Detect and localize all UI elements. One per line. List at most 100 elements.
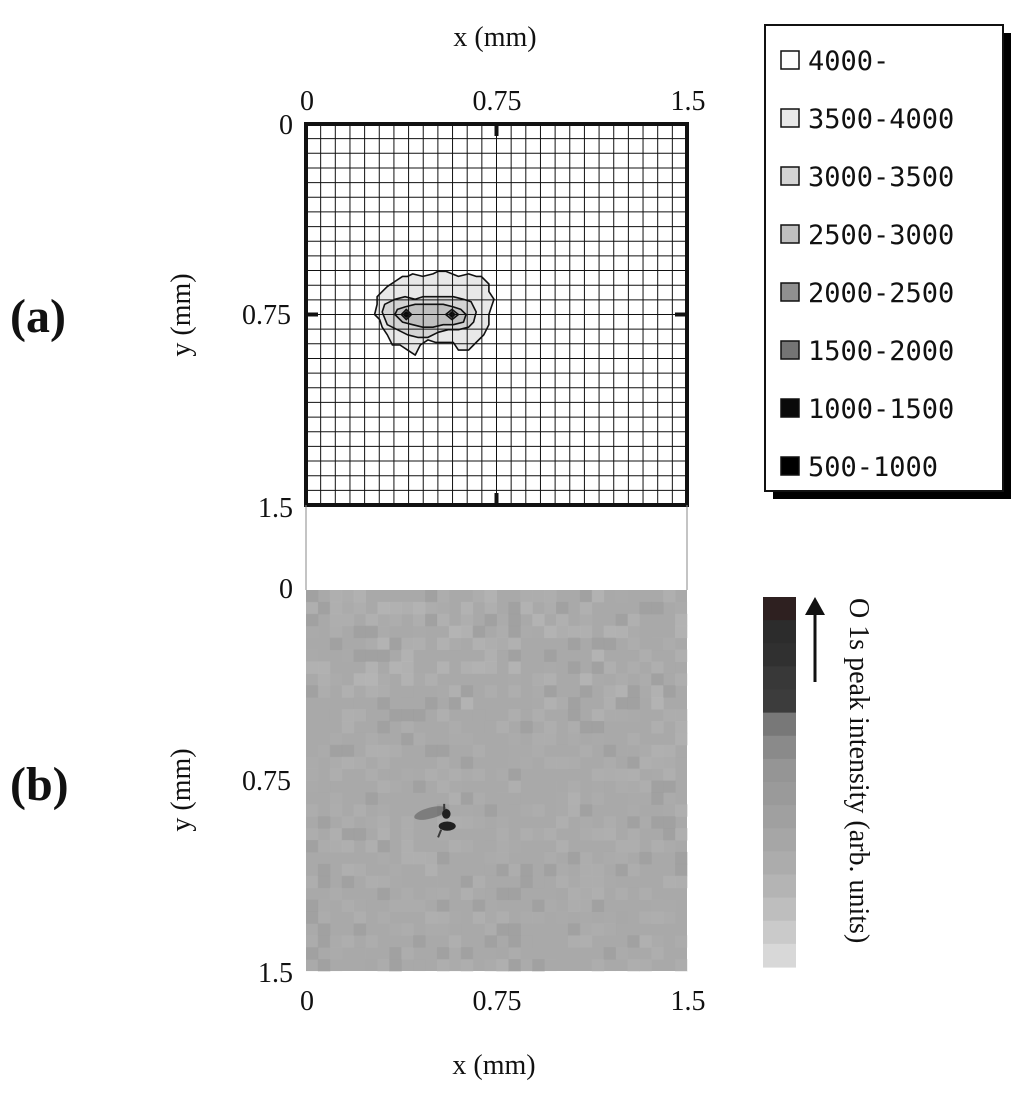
texture-cell [401, 720, 414, 734]
texture-cell [603, 875, 617, 889]
texture-cell [401, 601, 414, 615]
texture-cell [579, 613, 593, 627]
texture-cell [413, 601, 426, 615]
texture-cell [460, 816, 474, 829]
texture-cell [615, 840, 628, 853]
texture-cell [508, 732, 521, 746]
texture-cell [579, 804, 593, 817]
texture-cell [448, 780, 462, 793]
texture-cell [639, 816, 652, 829]
texture-cell [520, 744, 533, 758]
texture-cell [579, 851, 593, 865]
texture-cell [377, 935, 389, 947]
texture-cell [353, 935, 367, 948]
texture-cell [508, 780, 521, 793]
texture-cell [484, 625, 497, 639]
texture-cell [413, 899, 426, 912]
texture-cell [544, 673, 557, 686]
texture-cell [567, 661, 581, 674]
texture-cell [627, 816, 640, 829]
texture-cell [520, 804, 533, 817]
texture-cell [627, 780, 640, 793]
colorbar-segment-6 [763, 735, 796, 760]
texture-cell [366, 602, 378, 614]
texture-cell [567, 732, 581, 746]
texture-cell [353, 625, 367, 639]
texture-cell [627, 768, 640, 781]
texture-cell [616, 959, 628, 971]
texture-cell [329, 637, 343, 651]
texture-cell [544, 732, 557, 746]
texture-cell [353, 804, 367, 817]
texture-cell [544, 697, 557, 710]
colorbar-segment-0 [763, 597, 796, 621]
texture-cell [448, 923, 462, 936]
texture-cell [544, 756, 557, 770]
texture-cell [639, 780, 652, 793]
texture-cell [663, 590, 676, 603]
texture-cell [603, 744, 617, 758]
texture-cell [436, 959, 450, 972]
texture-cell [651, 720, 664, 734]
texture-cell [663, 816, 676, 829]
texture-cell [675, 863, 688, 877]
texture-cell [460, 792, 474, 805]
texture-cell [484, 804, 497, 817]
texture-cell [579, 590, 593, 603]
panel-b-x-tick-0: 0 [300, 986, 314, 1017]
texture-cell [639, 756, 652, 770]
texture-cell [663, 804, 676, 817]
texture-cell [497, 947, 509, 959]
colorbar-segment-1 [763, 620, 796, 644]
texture-cell [579, 816, 593, 829]
texture-cell [317, 673, 331, 686]
texture-cell [401, 947, 414, 960]
texture-cell [341, 899, 355, 912]
texture-cell [448, 911, 462, 924]
texture-cell [532, 673, 545, 686]
texture-cell [329, 756, 343, 770]
texture-cell [377, 887, 390, 901]
panel-a-x-tick-1: 0.75 [473, 86, 522, 117]
texture-cell [532, 709, 545, 722]
texture-cell [663, 840, 676, 853]
texture-cell [663, 744, 676, 758]
texture-cell [567, 720, 581, 734]
texture-cell [520, 756, 533, 770]
texture-cell [306, 780, 319, 793]
texture-cell [472, 911, 486, 924]
texture-cell [675, 673, 688, 686]
texture-cell [377, 637, 390, 651]
texture-cell [353, 590, 367, 603]
texture-cell [353, 709, 367, 722]
texture-cell [472, 709, 486, 722]
texture-cell [520, 828, 533, 841]
texture-cell [567, 756, 581, 770]
texture-cell [663, 828, 676, 841]
texture-cell [603, 816, 617, 829]
texture-cell [353, 828, 367, 841]
texture-cell [544, 851, 557, 865]
texture-cell [603, 709, 617, 722]
texture-cell [436, 875, 450, 889]
texture-cell [377, 756, 390, 770]
texture-cell [567, 887, 581, 901]
texture-cell [425, 590, 438, 603]
texture-cell [436, 685, 450, 698]
texture-cell [306, 875, 319, 889]
texture-cell [627, 935, 640, 948]
texture-cell [603, 923, 617, 936]
texture-cell [448, 637, 462, 651]
colorbar-segment-15 [763, 943, 796, 968]
texture-cell [663, 780, 676, 793]
texture-cell [329, 744, 343, 758]
texture-cell [615, 709, 628, 722]
texture-cell [579, 673, 593, 686]
texture-cell [472, 792, 486, 805]
texture-cell [639, 601, 652, 615]
texture-cell [377, 911, 390, 924]
texture-cell [520, 590, 533, 603]
colorbar-label: O 1s peak intensity (arb. units) [843, 598, 874, 943]
texture-cell [306, 959, 319, 972]
texture-cell [508, 816, 521, 829]
